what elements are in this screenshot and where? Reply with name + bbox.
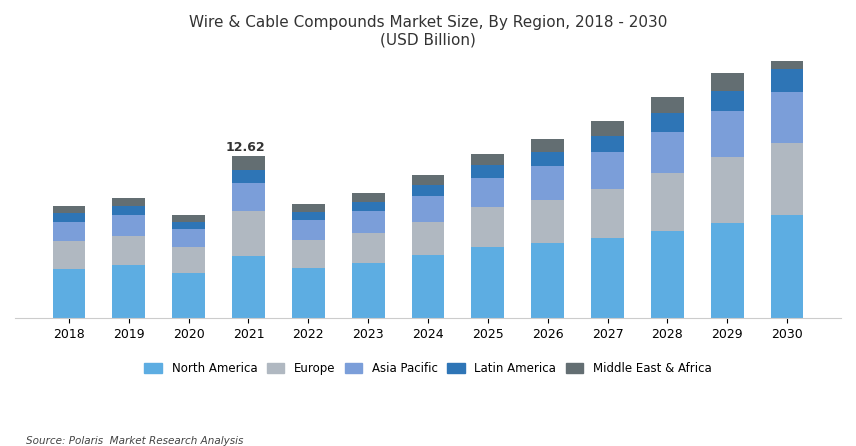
Bar (710, 91, 744, 111)
Bar (232, 156, 265, 170)
Bar (472, 165, 504, 178)
Bar (172, 247, 205, 273)
Bar (651, 173, 684, 231)
Bar (352, 211, 384, 233)
Bar (232, 183, 265, 211)
Bar (591, 136, 624, 152)
Text: 12.62: 12.62 (226, 140, 265, 153)
Bar (112, 215, 146, 235)
Bar (770, 69, 804, 92)
Bar (770, 49, 804, 69)
Bar (591, 152, 624, 190)
Bar (232, 211, 265, 256)
Bar (591, 238, 624, 318)
Bar (472, 207, 504, 247)
Bar (591, 121, 624, 136)
Bar (172, 215, 205, 222)
Bar (710, 223, 744, 318)
Bar (710, 73, 744, 91)
Bar (770, 143, 804, 215)
Bar (770, 92, 804, 143)
Bar (651, 113, 684, 132)
Bar (770, 215, 804, 318)
Bar (172, 229, 205, 247)
Bar (232, 256, 265, 318)
Bar (412, 255, 444, 318)
Bar (651, 97, 684, 113)
Bar (651, 132, 684, 173)
Bar (292, 220, 324, 240)
Bar (532, 244, 564, 318)
Bar (112, 235, 146, 265)
Bar (352, 263, 384, 318)
Bar (112, 198, 146, 206)
Bar (710, 157, 744, 223)
Text: Source: Polaris  Market Research Analysis: Source: Polaris Market Research Analysis (26, 436, 243, 446)
Bar (412, 185, 444, 196)
Bar (532, 152, 564, 166)
Bar (532, 166, 564, 200)
Bar (352, 233, 384, 263)
Legend: North America, Europe, Asia Pacific, Latin America, Middle East & Africa: North America, Europe, Asia Pacific, Lat… (140, 357, 716, 380)
Bar (532, 200, 564, 244)
Bar (412, 175, 444, 185)
Bar (651, 231, 684, 318)
Bar (532, 139, 564, 152)
Bar (172, 273, 205, 318)
Bar (52, 222, 86, 241)
Bar (232, 170, 265, 183)
Bar (352, 193, 384, 202)
Bar (292, 240, 324, 268)
Bar (172, 222, 205, 229)
Bar (292, 268, 324, 318)
Bar (112, 206, 146, 215)
Bar (472, 154, 504, 165)
Title: Wire & Cable Compounds Market Size, By Region, 2018 - 2030
(USD Billion): Wire & Cable Compounds Market Size, By R… (189, 15, 667, 47)
Bar (52, 206, 86, 213)
Bar (292, 211, 324, 220)
Bar (710, 111, 744, 157)
Bar (412, 196, 444, 222)
Bar (472, 178, 504, 207)
Bar (52, 269, 86, 318)
Bar (52, 213, 86, 222)
Bar (112, 265, 146, 318)
Bar (352, 202, 384, 211)
Bar (292, 204, 324, 211)
Bar (591, 190, 624, 238)
Bar (472, 247, 504, 318)
Bar (52, 241, 86, 269)
Bar (412, 222, 444, 255)
